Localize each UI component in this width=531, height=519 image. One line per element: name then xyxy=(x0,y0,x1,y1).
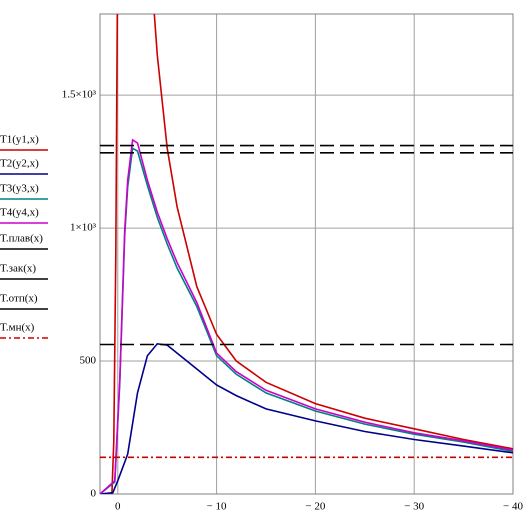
legend-label: T.зак(x) xyxy=(0,263,36,275)
legend-label: T1(y1,x) xyxy=(0,134,39,146)
x-tick-label: − 10 xyxy=(207,501,227,513)
y-tick-label: 500 xyxy=(80,355,97,367)
plot-frame xyxy=(99,13,514,495)
legend-label: T.плав(x) xyxy=(0,233,43,245)
x-tick-label: − 20 xyxy=(305,501,325,513)
series-line xyxy=(100,342,513,494)
series-line xyxy=(111,14,513,494)
legend-label: T2(y2,x) xyxy=(0,158,39,170)
y-tick-label: 0 xyxy=(91,488,97,500)
series-line xyxy=(100,138,513,494)
x-tick-label: 0 xyxy=(115,501,121,513)
y-tick-label: 1.5×10³ xyxy=(62,89,97,101)
legend-label: T4(y4,x) xyxy=(0,207,39,219)
legend-label: T.отп(x) xyxy=(0,293,38,305)
x-tick-label: − 40 xyxy=(503,501,523,513)
x-tick-label: − 30 xyxy=(404,501,424,513)
y-tick-label: 1×10³ xyxy=(70,222,97,234)
plot-lines xyxy=(100,14,513,494)
series-line xyxy=(100,147,513,494)
legend-label: T3(y3,x) xyxy=(0,183,39,195)
legend-label: T.мн(x) xyxy=(0,322,35,334)
